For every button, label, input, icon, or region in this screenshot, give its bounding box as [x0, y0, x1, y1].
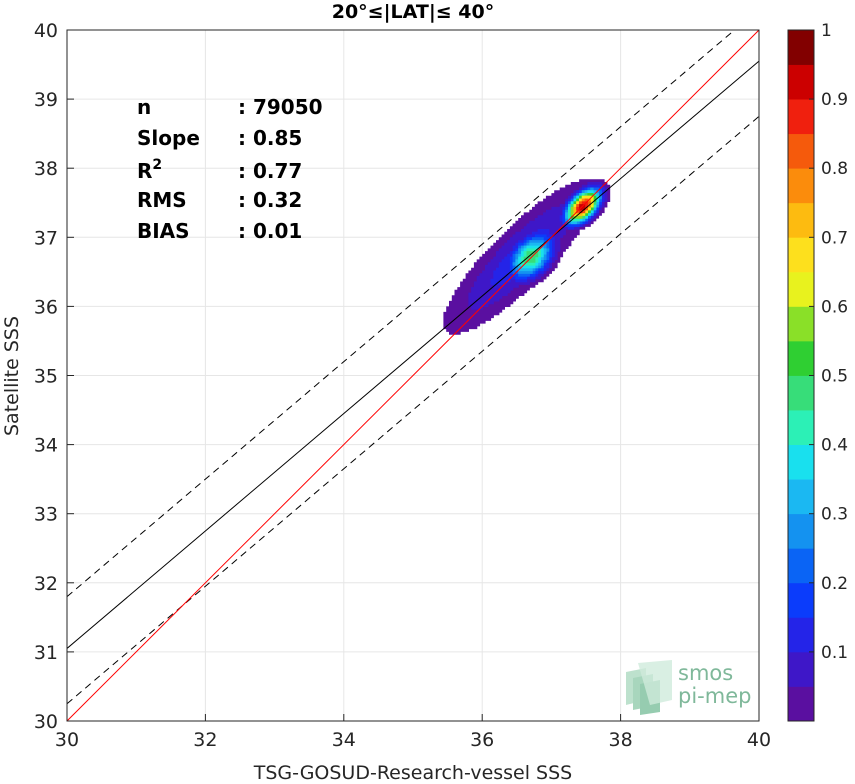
y-tick-label: 30 [34, 711, 58, 733]
stat-label: Slope [137, 126, 200, 150]
x-tick-label: 32 [193, 729, 217, 751]
x-axis-ticks: 30 32 34 36 38 40 [55, 714, 771, 751]
colorbar-tick-label: 0.8 [821, 159, 848, 179]
stat-value: : 0.01 [238, 219, 302, 243]
y-tick-label: 39 [34, 89, 58, 111]
colorbar [787, 29, 815, 722]
y-tick-label: 35 [34, 366, 58, 388]
colorbar-band [788, 686, 814, 722]
colorbar-band [788, 133, 814, 169]
colorbar-tick-label: 0.9 [821, 90, 848, 110]
colorbar-band [788, 444, 814, 480]
colorbar-band [788, 99, 814, 135]
colorbar-tick-label: 0.6 [821, 297, 848, 317]
y-tick-label: 31 [34, 642, 58, 664]
chart-title: 20°≤|LAT|≤ 40° [332, 1, 495, 23]
stat-value: : 79050 [238, 95, 323, 119]
logo-line1: smos [678, 661, 733, 685]
x-tick-label: 38 [609, 729, 633, 751]
colorbar-tick-label: 0.1 [821, 643, 848, 663]
x-tick-label: 40 [747, 729, 771, 751]
grid [66, 29, 760, 722]
regression-line [67, 60, 759, 649]
smos-pi-mep-logo: smos pi-mep [626, 660, 751, 715]
colorbar-tick-label: 0.7 [821, 228, 848, 248]
colorbar-tick-label: 1 [821, 21, 832, 41]
colorbar-band [788, 651, 814, 687]
colorbar-tick-label: 0.4 [821, 436, 848, 456]
colorbar-tick-label: 0.2 [821, 574, 848, 594]
colorbar-band [788, 548, 814, 584]
colorbar-band [788, 271, 814, 307]
colorbar-band [788, 513, 814, 549]
colorbar-band [788, 168, 814, 204]
lower-bound-line [67, 115, 759, 705]
logo-line2: pi-mep [678, 684, 751, 708]
colorbar-band [788, 375, 814, 411]
upper-bound-line [67, 30, 736, 598]
colorbar-tick-label: 0.5 [821, 367, 848, 387]
y-tick-label: 32 [34, 573, 58, 595]
colorbar-band [788, 202, 814, 238]
y-tick-label: 33 [34, 504, 58, 526]
stat-superscript: 2 [152, 157, 162, 173]
y-tick-label: 38 [34, 158, 58, 180]
identity-line [67, 30, 759, 721]
stat-value: : 0.32 [238, 188, 302, 212]
colorbar-ticks: 0.1 0.2 0.3 0.4 0.5 0.6 0.7 0.8 0.9 1 [809, 21, 848, 663]
colorbar-band [788, 410, 814, 445]
x-axis-label: TSG-GOSUD-Research-vessel SSS [253, 762, 573, 784]
stat-label: n [137, 95, 151, 119]
stat-value: : 0.85 [238, 126, 302, 150]
colorbar-band [788, 306, 814, 342]
colorbar-band [788, 479, 814, 515]
colorbar-band [788, 582, 814, 618]
colorbar-band [788, 237, 814, 273]
colorbar-tick-label: 0.3 [821, 505, 848, 525]
colorbar-band [788, 340, 814, 376]
y-axis-label: Satellite SSS [1, 316, 23, 436]
colorbar-band [788, 64, 814, 100]
logo-waves-icon [626, 660, 672, 715]
x-tick-label: 34 [332, 729, 356, 751]
stat-label: BIAS [137, 219, 190, 243]
colorbar-band [788, 617, 814, 653]
stat-value: : 0.77 [238, 159, 302, 183]
stat-label: RMS [137, 188, 187, 212]
y-tick-label: 36 [34, 296, 58, 318]
colorbar-band [788, 30, 814, 65]
x-tick-label: 36 [470, 729, 494, 751]
reference-lines [67, 30, 759, 721]
y-tick-label: 37 [34, 227, 58, 249]
x-tick-label: 30 [55, 729, 79, 751]
y-tick-label: 34 [34, 435, 58, 457]
y-tick-label: 40 [34, 20, 58, 42]
y-axis-ticks: 30 31 32 33 34 35 36 37 38 39 40 [34, 20, 74, 733]
